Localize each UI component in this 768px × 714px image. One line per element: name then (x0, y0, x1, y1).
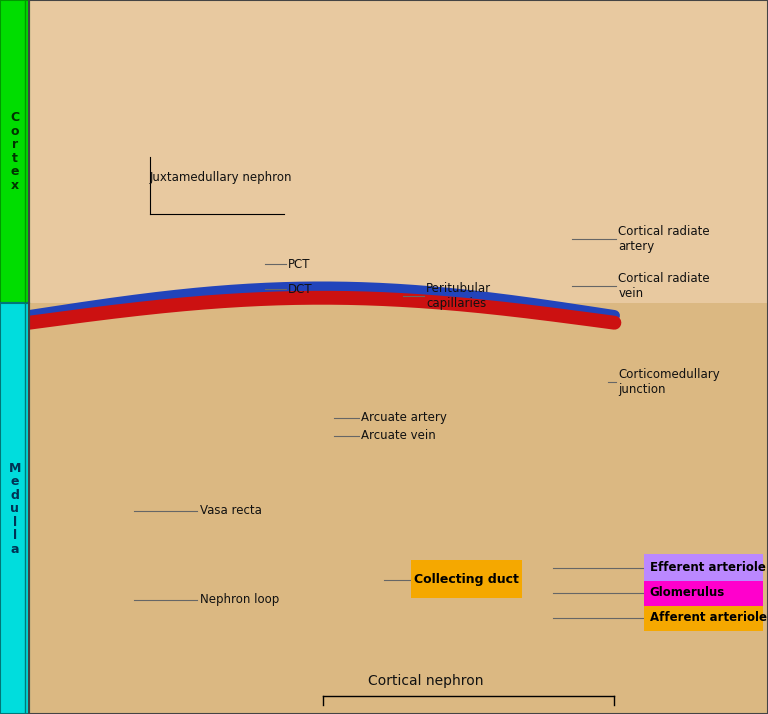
Text: C
o
r
t
e
x: C o r t e x (10, 111, 19, 192)
Text: Afferent arteriole: Afferent arteriole (650, 611, 766, 624)
Text: M
e
d
u
l
l
a: M e d u l l a (8, 462, 21, 555)
Text: Juxtamedullary nephron: Juxtamedullary nephron (150, 171, 293, 183)
Text: Vasa recta: Vasa recta (200, 504, 262, 517)
FancyBboxPatch shape (29, 0, 768, 303)
Text: Arcuate artery: Arcuate artery (361, 411, 447, 424)
Text: PCT: PCT (288, 258, 310, 271)
Text: Cortical nephron: Cortical nephron (369, 673, 484, 688)
Text: Cortical radiate
vein: Cortical radiate vein (618, 271, 710, 300)
Text: Efferent arteriole: Efferent arteriole (650, 561, 766, 574)
Text: Collecting duct: Collecting duct (414, 573, 519, 585)
FancyBboxPatch shape (644, 604, 763, 631)
FancyBboxPatch shape (29, 0, 768, 714)
FancyBboxPatch shape (0, 0, 29, 303)
FancyBboxPatch shape (644, 554, 763, 581)
Text: Glomerulus: Glomerulus (650, 586, 725, 599)
FancyBboxPatch shape (644, 579, 763, 606)
FancyBboxPatch shape (411, 560, 522, 598)
Text: DCT: DCT (288, 283, 313, 296)
Text: Nephron loop: Nephron loop (200, 593, 279, 606)
Text: Peritubular
capillaries: Peritubular capillaries (426, 282, 492, 311)
Text: Arcuate vein: Arcuate vein (361, 429, 435, 442)
FancyBboxPatch shape (0, 303, 29, 714)
Text: Cortical radiate
artery: Cortical radiate artery (618, 225, 710, 253)
Text: Corticomedullary
junction: Corticomedullary junction (618, 368, 720, 396)
